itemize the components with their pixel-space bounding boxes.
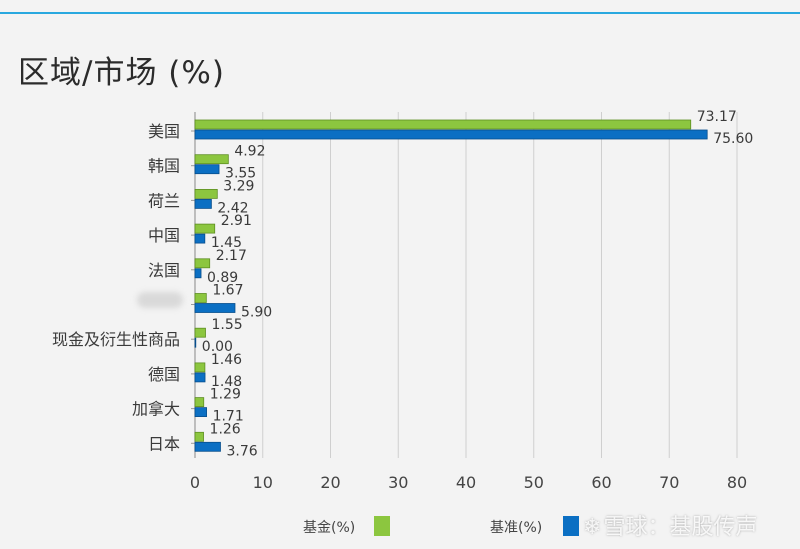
bar-fund — [194, 119, 692, 130]
bar-fund — [194, 327, 206, 338]
category-label: 荷兰 — [148, 191, 180, 210]
data-label-fund: 1.46 — [211, 352, 242, 368]
x-tick-label: 80 — [727, 473, 747, 492]
data-label-fund: 2.17 — [216, 248, 247, 264]
legend-fund-swatch — [374, 516, 390, 536]
bar-benchmark — [194, 198, 212, 209]
bar-benchmark — [194, 233, 206, 244]
data-label-benchmark: 0.89 — [207, 270, 238, 286]
data-label-benchmark: 1.45 — [211, 235, 242, 251]
legend-benchmark-label: 基准(%) — [490, 520, 543, 536]
data-label-fund: 4.92 — [234, 144, 265, 160]
category-label: 美国 — [148, 122, 180, 141]
category-label: 现金及衍生性商品 — [52, 330, 180, 349]
redacted-category-label — [137, 292, 183, 308]
x-tick-label: 50 — [524, 473, 544, 492]
bar-benchmark — [194, 303, 236, 313]
x-tick-label: 20 — [320, 473, 340, 492]
data-label-fund: 3.29 — [223, 178, 254, 194]
bar-benchmark — [194, 164, 220, 175]
data-label-fund: 1.67 — [212, 283, 243, 299]
x-tick-label: 30 — [388, 473, 408, 492]
category-label: 法国 — [148, 261, 180, 280]
x-tick-label: 40 — [456, 473, 476, 492]
data-label-benchmark: 1.71 — [213, 409, 244, 425]
bar-benchmark — [194, 372, 206, 383]
data-label-fund: 2.91 — [221, 213, 252, 229]
bar-benchmark — [194, 407, 207, 418]
bar-benchmark — [194, 441, 221, 452]
x-tick-label: 70 — [659, 473, 679, 492]
data-label-fund: 1.29 — [210, 387, 241, 403]
bar-benchmark — [194, 129, 708, 140]
bar-fund — [194, 293, 207, 303]
bar-fund — [194, 154, 229, 165]
bar-fund — [194, 397, 205, 408]
data-label-benchmark: 5.90 — [241, 305, 272, 321]
snowball-logo-icon: ❄ — [583, 515, 602, 540]
data-label-benchmark: 3.55 — [225, 166, 256, 182]
category-label: 德国 — [148, 365, 180, 384]
data-label-fund: 1.26 — [210, 421, 241, 437]
data-label-benchmark: 1.48 — [211, 374, 242, 390]
chart-title: 区域/市场 (%) — [18, 55, 225, 91]
data-label-fund: 73.17 — [697, 109, 737, 125]
bar-benchmark — [194, 337, 197, 348]
data-label-benchmark: 2.42 — [217, 200, 248, 216]
category-label: 中国 — [148, 226, 180, 245]
data-label-benchmark: 75.60 — [713, 131, 753, 147]
bar-fund — [194, 258, 211, 269]
bar-fund — [194, 223, 216, 234]
top-divider — [0, 12, 800, 14]
category-label: 日本 — [148, 434, 180, 453]
x-tick-label: 60 — [591, 473, 611, 492]
x-tick-label: 0 — [190, 473, 200, 492]
x-tick-label: 10 — [253, 473, 273, 492]
data-label-benchmark: 0.00 — [202, 339, 233, 355]
data-label-benchmark: 3.76 — [226, 443, 257, 459]
legend-benchmark-swatch — [563, 516, 579, 536]
watermark-text: 雪球：基股传声 — [603, 515, 758, 540]
category-label: 韩国 — [148, 157, 180, 176]
legend-fund-label: 基金(%) — [303, 520, 356, 536]
bar-benchmark — [194, 268, 202, 279]
bar-fund — [194, 188, 218, 199]
category-label: 加拿大 — [132, 400, 180, 419]
bar-fund — [194, 362, 206, 373]
data-label-fund: 1.55 — [212, 317, 243, 333]
watermark: ❄雪球：基股传声 — [583, 509, 757, 541]
bar-fund — [194, 431, 204, 442]
